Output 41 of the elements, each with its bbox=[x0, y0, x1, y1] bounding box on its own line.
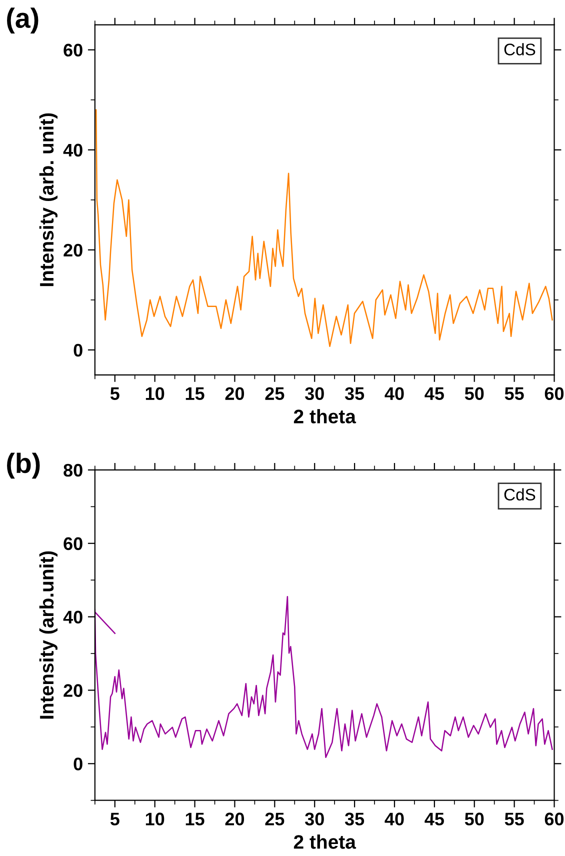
y-tick-label: 40 bbox=[63, 610, 82, 624]
text: CdS bbox=[504, 488, 536, 501]
x-tick-label: 30 bbox=[304, 812, 324, 826]
x-tick-label: 25 bbox=[265, 387, 284, 400]
x-tick-label: 15 bbox=[186, 387, 204, 400]
x-tick-label: 10 bbox=[146, 812, 164, 826]
y-tick-label: 20 bbox=[64, 244, 82, 257]
x-tick-label: 20 bbox=[225, 387, 244, 400]
x-tick-label: 55 bbox=[504, 387, 524, 400]
text: (a) bbox=[7, 8, 38, 34]
x-tick-label: 5 bbox=[110, 812, 120, 826]
y-tick-label: 0 bbox=[74, 758, 82, 770]
x-tick-label: 35 bbox=[344, 387, 364, 400]
x-tick-label: 25 bbox=[265, 812, 284, 826]
x-tick-label: 45 bbox=[424, 387, 444, 400]
x-tick-label: 40 bbox=[384, 387, 404, 400]
y-tick-label: 60 bbox=[64, 44, 82, 57]
x-axis-title: 2 theta bbox=[294, 834, 356, 849]
y-axis-title: Intensity (arb.unit) bbox=[39, 551, 58, 719]
x-tick-label: 60 bbox=[544, 387, 564, 400]
x-tick-label: 10 bbox=[146, 387, 164, 400]
x-tick-label: 50 bbox=[464, 812, 484, 826]
y-tick-label: 40 bbox=[63, 144, 82, 157]
x-tick-label: 60 bbox=[544, 812, 564, 826]
text: CdS bbox=[504, 43, 536, 56]
x-tick-label: 50 bbox=[464, 387, 484, 400]
y-tick-label: 20 bbox=[64, 684, 82, 697]
x-tick-label: 40 bbox=[384, 812, 404, 826]
text: (b) bbox=[7, 452, 40, 479]
x-tick-label: 15 bbox=[186, 812, 204, 826]
x-tick-label: 5 bbox=[110, 387, 120, 400]
y-tick-label: 80 bbox=[64, 464, 82, 477]
y-tick-label: 0 bbox=[74, 344, 82, 357]
x-tick-label: 35 bbox=[344, 812, 364, 826]
x-axis-title: 2 theta bbox=[294, 409, 356, 424]
y-tick-label: 60 bbox=[64, 537, 82, 550]
x-tick-label: 20 bbox=[225, 812, 244, 826]
x-tick-label: 55 bbox=[504, 812, 524, 826]
x-tick-label: 30 bbox=[304, 387, 324, 400]
y-axis-title: Intensity (arb. unit) bbox=[39, 113, 58, 286]
x-tick-label: 45 bbox=[424, 812, 444, 826]
